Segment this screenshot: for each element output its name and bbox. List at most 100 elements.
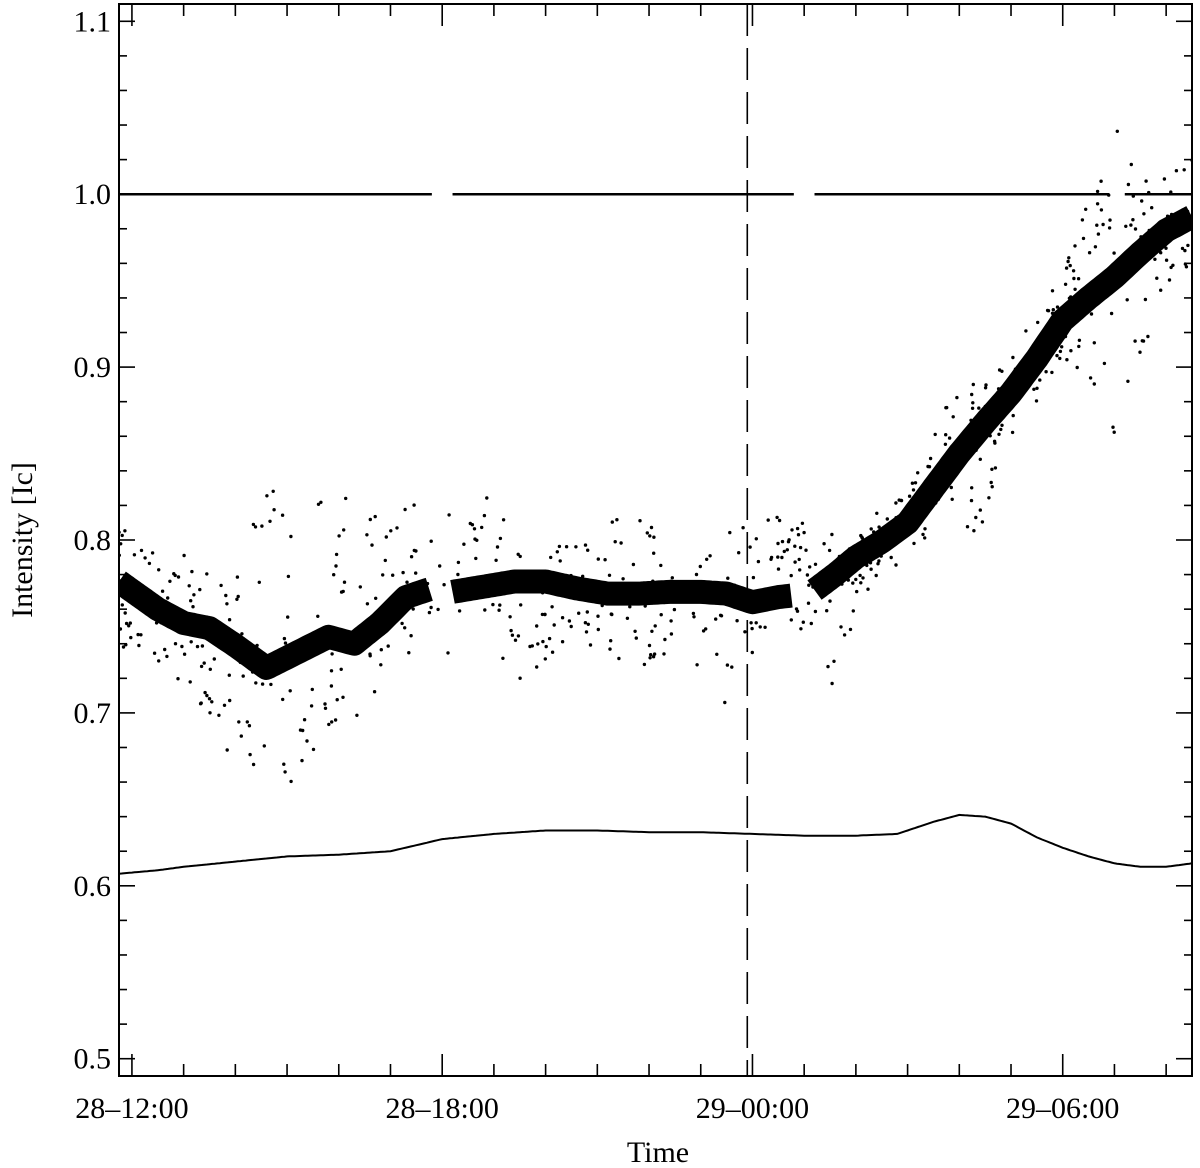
data-point [866, 587, 870, 591]
data-point [195, 644, 200, 649]
data-point [121, 645, 126, 649]
data-point [564, 545, 569, 549]
data-point [1058, 349, 1063, 354]
data-point [912, 541, 916, 546]
data-point [189, 640, 193, 644]
data-point [1063, 282, 1068, 286]
data-point [807, 583, 811, 587]
data-point [861, 576, 865, 580]
data-point [557, 544, 562, 549]
data-point [970, 486, 974, 490]
data-point [923, 527, 927, 531]
data-point [921, 532, 925, 537]
data-point [217, 713, 221, 717]
data-point [993, 466, 998, 470]
data-point [1180, 246, 1185, 251]
data-point [652, 535, 656, 539]
data-point [916, 471, 920, 475]
data-point [1099, 179, 1103, 183]
data-point [305, 739, 309, 743]
data-point [797, 557, 801, 562]
data-point [725, 663, 730, 667]
data-point [705, 557, 709, 561]
data-point [851, 609, 855, 613]
data-point [708, 554, 712, 558]
data-point [172, 572, 176, 576]
data-point [319, 500, 323, 504]
data-point [1183, 248, 1187, 253]
data-point [541, 639, 545, 644]
data-point [163, 647, 167, 652]
data-point [265, 494, 269, 498]
data-point [468, 521, 472, 526]
data-point [1126, 379, 1130, 383]
data-point [540, 612, 545, 617]
data-point [750, 650, 754, 655]
data-point [663, 637, 667, 642]
data-point [826, 664, 830, 669]
data-point [128, 621, 132, 625]
data-point [955, 395, 959, 400]
data-point [1073, 244, 1077, 248]
data-point [588, 643, 593, 647]
data-point [150, 551, 155, 555]
data-point [254, 681, 258, 685]
data-point [585, 610, 589, 614]
data-point [247, 724, 252, 728]
data-point [743, 630, 747, 634]
data-point [911, 488, 916, 492]
data-point [789, 618, 793, 622]
y-tick-label: 0.8 [74, 524, 112, 557]
data-point [199, 701, 203, 705]
data-point [491, 602, 495, 607]
data-point [176, 677, 180, 681]
data-point [832, 659, 836, 663]
thick-curve-segment [119, 571, 439, 680]
data-point [1112, 251, 1116, 255]
data-point [1087, 251, 1092, 255]
data-point [1171, 263, 1175, 267]
data-point [268, 519, 272, 523]
data-point [1011, 355, 1015, 360]
data-point [344, 496, 348, 501]
data-point [704, 627, 708, 631]
data-point [1024, 329, 1028, 333]
data-point [518, 676, 522, 680]
data-point [1072, 276, 1076, 281]
data-point [202, 661, 206, 665]
data-point [763, 625, 767, 629]
x-tick-label: 28–12:00 [75, 1092, 188, 1125]
data-point [776, 541, 780, 546]
data-point [805, 573, 810, 577]
tick-labels: 0.5 0.6 0.7 0.8 0.9 1.0 1.1 28–12:00 28–18:00 29–… [74, 5, 1120, 1125]
data-point [1115, 129, 1120, 133]
data-point [323, 702, 327, 706]
data-point [1093, 245, 1098, 249]
data-point [530, 644, 534, 648]
data-point [989, 480, 993, 485]
data-point [631, 562, 636, 567]
data-point [1146, 334, 1150, 339]
data-point [222, 703, 227, 707]
data-point [798, 568, 802, 572]
data-point [804, 548, 808, 552]
data-point [365, 533, 369, 537]
data-point [1107, 226, 1112, 230]
data-point [715, 652, 719, 656]
data-point [1036, 320, 1040, 325]
data-point [943, 442, 948, 446]
data-point [342, 580, 347, 584]
data-point [368, 654, 372, 658]
data-point [329, 684, 334, 688]
data-point [609, 639, 613, 643]
data-point [694, 572, 699, 577]
data-point [501, 518, 506, 522]
data-point [1133, 227, 1138, 231]
data-point [990, 485, 994, 489]
data-point [203, 690, 207, 695]
data-point [289, 534, 293, 539]
data-point [341, 695, 345, 699]
data-point [789, 573, 793, 578]
data-point [1142, 212, 1146, 216]
data-point [987, 496, 991, 500]
